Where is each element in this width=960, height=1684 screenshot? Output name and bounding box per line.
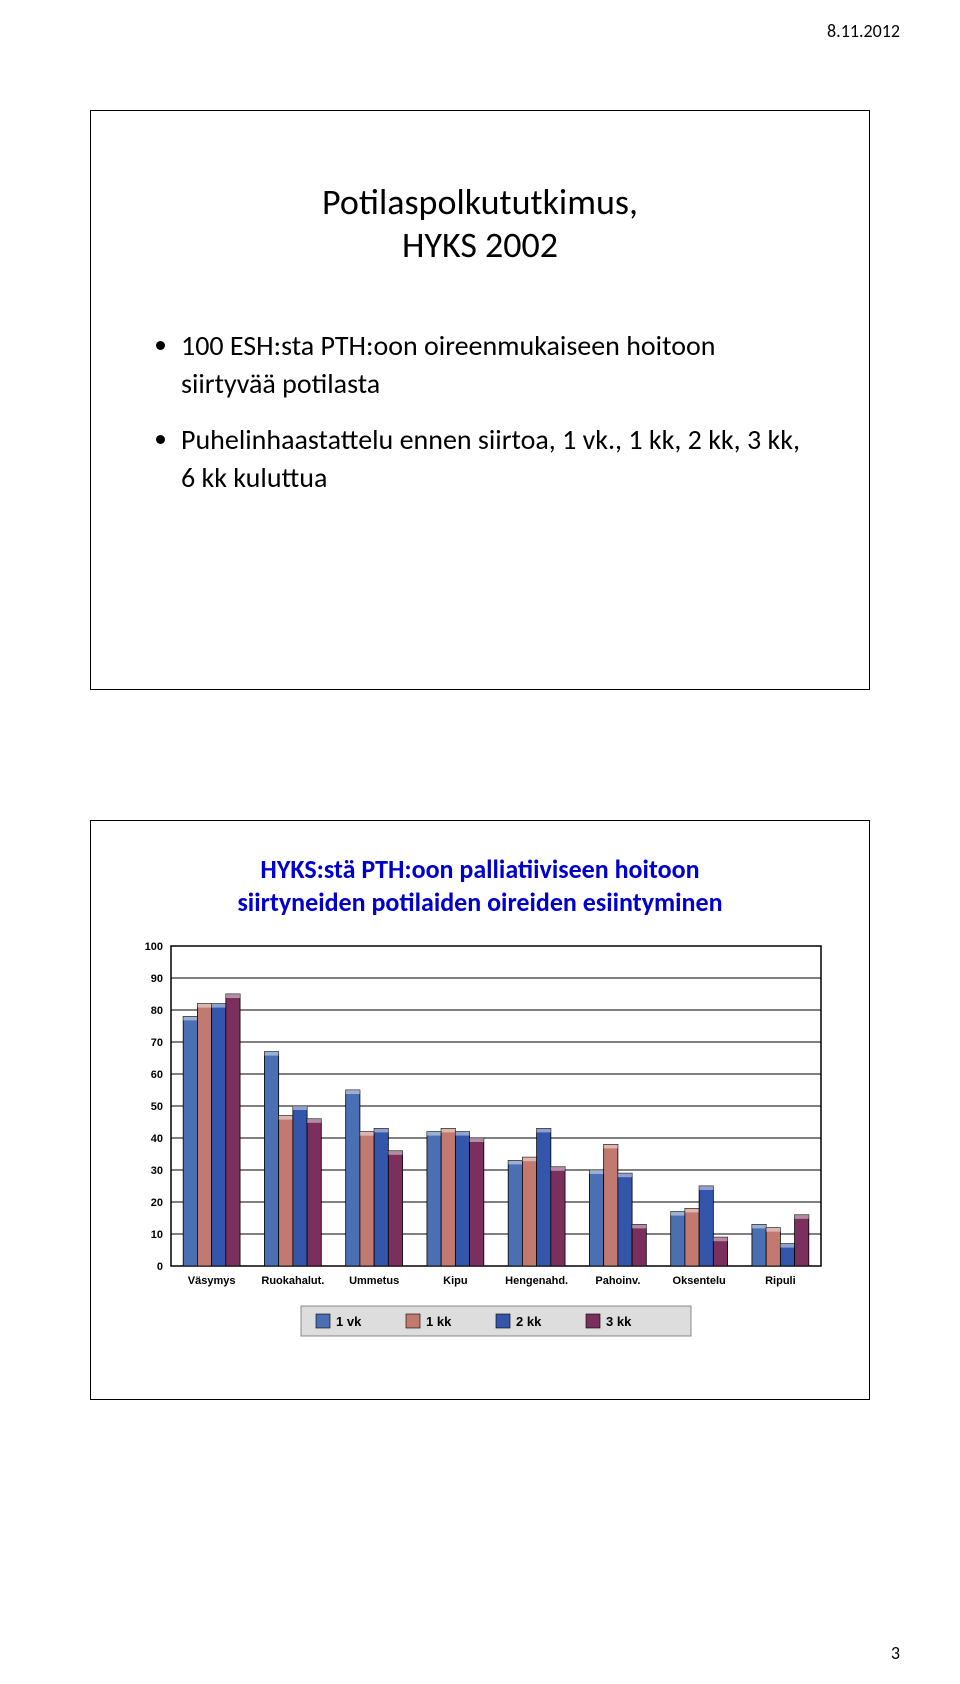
- svg-text:90: 90: [151, 973, 163, 985]
- svg-text:20: 20: [151, 1197, 163, 1209]
- svg-text:60: 60: [151, 1069, 163, 1081]
- svg-text:Kipu: Kipu: [443, 1275, 467, 1287]
- chart-area: 0 10 20 30 40 50 60 70 80 90 100 Väsymys Ruokahalut.…: [121, 936, 841, 1371]
- svg-text:Väsymys: Väsymys: [188, 1275, 236, 1287]
- slide-1-title-line1: Potilaspolkututkimus,: [322, 180, 638, 224]
- svg-text:70: 70: [151, 1037, 163, 1049]
- svg-text:10: 10: [151, 1229, 163, 1241]
- svg-text:Pahoinv.: Pahoinv.: [595, 1275, 640, 1287]
- svg-text:1 vk: 1 vk: [336, 1314, 362, 1329]
- svg-text:Ripuli: Ripuli: [765, 1275, 796, 1287]
- svg-text:Ummetus: Ummetus: [349, 1275, 399, 1287]
- svg-text:Oksentelu: Oksentelu: [673, 1275, 726, 1287]
- slide-1-title-line2: HYKS 2002: [402, 223, 558, 267]
- svg-text:Ruokahalut.: Ruokahalut.: [261, 1275, 324, 1287]
- svg-text:Hengenahd.: Hengenahd.: [505, 1275, 568, 1287]
- svg-text:2 kk: 2 kk: [516, 1314, 542, 1329]
- svg-text:50: 50: [151, 1101, 163, 1113]
- svg-text:30: 30: [151, 1165, 163, 1177]
- svg-text:0: 0: [157, 1261, 163, 1273]
- slide-1-bullets: 100 ESH:sta PTH:oon oireenmukaiseen hoit…: [151, 327, 809, 496]
- chart-title: HYKS:stä PTH:oon palliatiiviseen hoitoon…: [121, 853, 839, 918]
- page: 8.11.2012 Potilaspolkututkimus, HYKS 200…: [0, 0, 960, 1684]
- chart-title-line1: HYKS:stä PTH:oon palliatiiviseen hoitoon: [260, 853, 699, 885]
- slide-1: Potilaspolkututkimus, HYKS 2002 100 ESH:…: [90, 110, 870, 690]
- svg-text:40: 40: [151, 1133, 163, 1145]
- svg-text:1 kk: 1 kk: [426, 1314, 452, 1329]
- svg-text:80: 80: [151, 1005, 163, 1017]
- slide-2: HYKS:stä PTH:oon palliatiiviseen hoitoon…: [90, 820, 870, 1400]
- slide-1-bullet-2: Puhelinhaastattelu ennen siirtoa, 1 vk.,…: [181, 421, 809, 497]
- svg-text:3 kk: 3 kk: [606, 1314, 632, 1329]
- bar-chart: 0 10 20 30 40 50 60 70 80 90 100 Väsymys Ruokahalut.…: [121, 936, 841, 1366]
- header-date: 8.11.2012: [827, 20, 900, 42]
- slide-1-title: Potilaspolkututkimus, HYKS 2002: [151, 181, 809, 267]
- chart-title-line2: siirtyneiden potilaiden oireiden esiinty…: [237, 886, 722, 918]
- page-number: 3: [891, 1642, 900, 1664]
- slide-1-bullet-1: 100 ESH:sta PTH:oon oireenmukaiseen hoit…: [181, 327, 809, 403]
- svg-text:100: 100: [145, 941, 163, 953]
